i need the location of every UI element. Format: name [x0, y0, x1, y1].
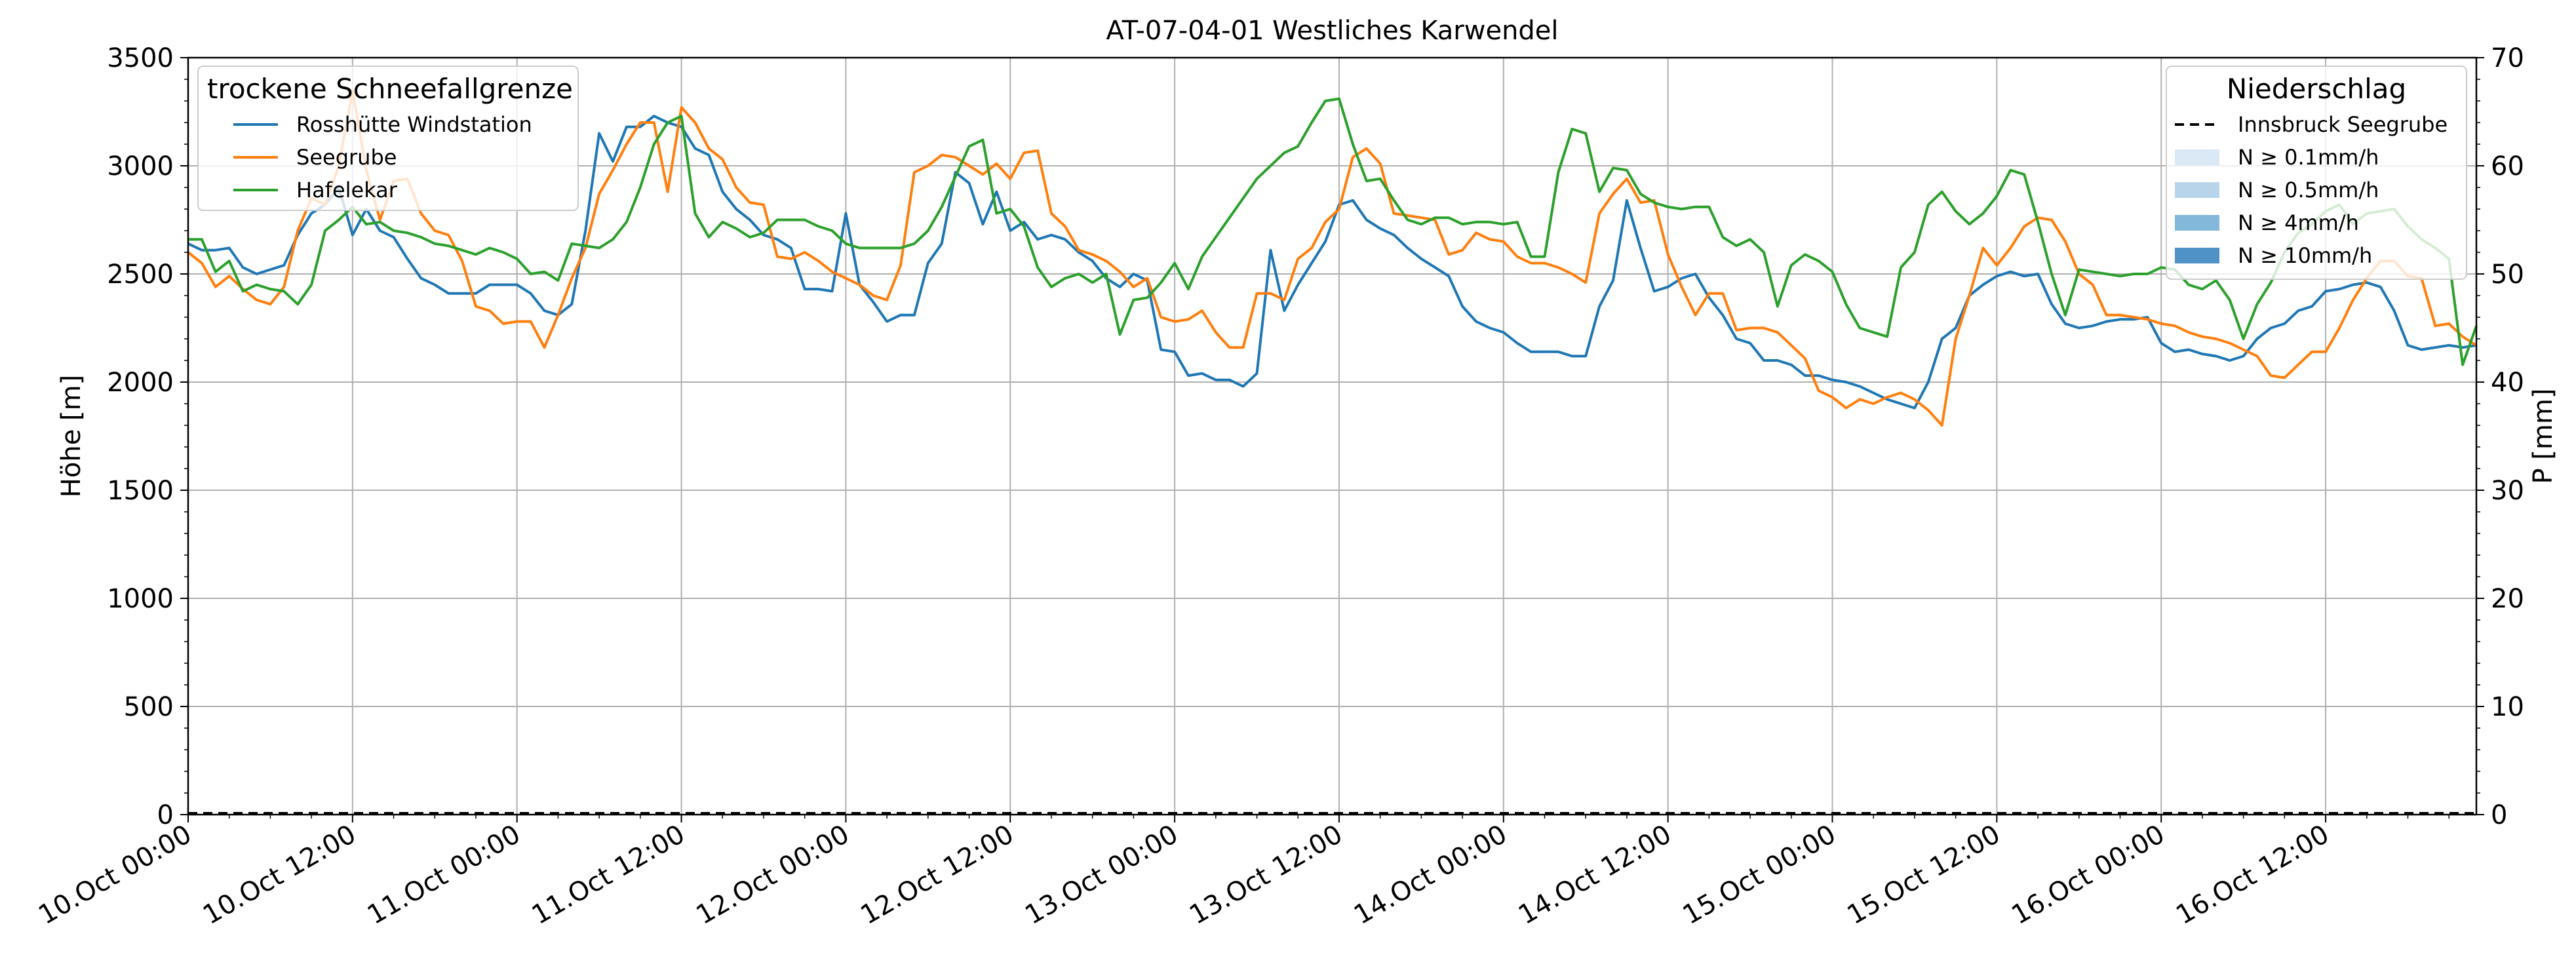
- y-left-tick-label: 0: [157, 800, 174, 830]
- series-lines: [187, 88, 2478, 427]
- legend-snowline-title: trockene Schneefallgrenze: [207, 73, 573, 105]
- series-line-seegrube: [187, 88, 2478, 427]
- y-right-tick-label: 40: [2491, 368, 2524, 398]
- series-line-rossh-tte-windstation: [187, 115, 2477, 410]
- legend-label: N ≥ 0.5mm/h: [2238, 178, 2379, 203]
- legend-label: Innsbruck Seegrube: [2238, 112, 2448, 137]
- legend-snowline-box: [197, 66, 579, 211]
- legend-label: Seegrube: [296, 145, 397, 170]
- y-right-tick-label: 0: [2491, 800, 2507, 830]
- y-right-tick-label: 30: [2491, 476, 2524, 506]
- series-line-hafelekar: [188, 97, 2478, 366]
- legend-label: N ≥ 10mm/h: [2238, 243, 2372, 268]
- y-left-tick-label: 1000: [107, 584, 174, 614]
- y-right-tick-label: 70: [2491, 43, 2524, 73]
- legend-patch: [2175, 248, 2219, 263]
- y-left-tick-label: 500: [124, 692, 174, 722]
- legend-snowline-entries: Rosshütte Windstation Seegrube Hafelekar: [233, 112, 532, 203]
- legend-precipitation-title: Niederschlag: [2227, 73, 2406, 105]
- y-right-tick-label: 20: [2491, 584, 2524, 614]
- legend-label: Rosshütte Windstation: [296, 112, 532, 137]
- y-right-tick-label: 10: [2491, 692, 2524, 722]
- legend-label: N ≥ 0.1mm/h: [2238, 145, 2379, 170]
- plot-frame: [187, 56, 2478, 816]
- legend-patch: [2175, 149, 2219, 165]
- y-left-tick-label: 1500: [107, 476, 174, 506]
- legend-patch: [2175, 215, 2219, 231]
- y-left-tick-label: 2500: [107, 260, 174, 290]
- legend-patch: [2175, 182, 2219, 198]
- y-axis-left-label: Höhe [m]: [56, 375, 87, 497]
- y-axis-right-label: P [mm]: [2528, 389, 2558, 484]
- legend-precipitation-box: [2166, 66, 2467, 280]
- y-left-tick-label: 3000: [107, 151, 174, 182]
- legend-label: N ≥ 4mm/h: [2238, 210, 2359, 235]
- legend-label: Hafelekar: [296, 178, 398, 203]
- y-right-tick-label: 60: [2491, 151, 2524, 182]
- legend-precipitation-entries: Innsbruck Seegrube N ≥ 0.1mm/h N ≥ 0.5mm/h…: [2175, 112, 2448, 268]
- y-left-tick-label: 2000: [107, 368, 174, 398]
- y-right-tick-label: 50: [2491, 260, 2524, 290]
- chart-title: AT-07-04-01 Westliches Karwendel: [1106, 16, 1558, 46]
- legend-snowline: trockene Schneefallgrenze Rosshütte Wind…: [197, 66, 579, 211]
- y-left-tick-label: 3500: [107, 43, 174, 73]
- legend-precipitation: Niederschlag Innsbruck Seegrube N ≥ 0.1mm…: [2166, 66, 2467, 280]
